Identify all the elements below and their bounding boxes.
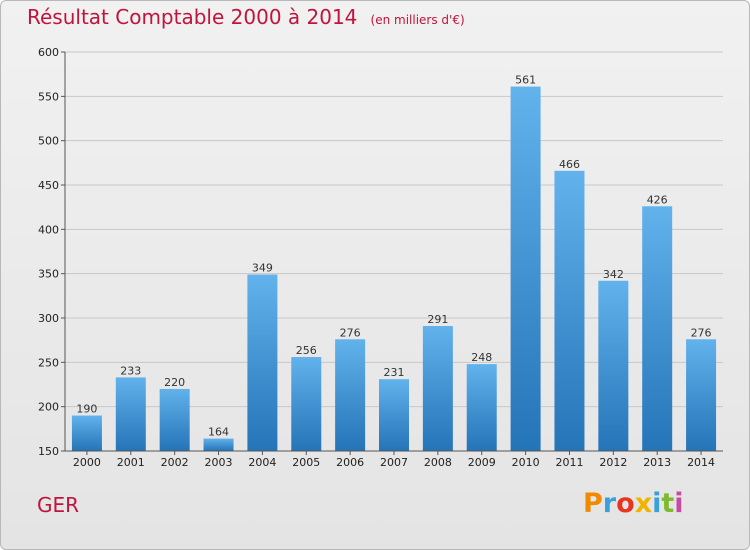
value-label-2009: 248: [471, 351, 492, 364]
bar-2011: [554, 170, 585, 451]
x-tick-label-2003: 2003: [205, 456, 233, 469]
bar-2010: [510, 86, 541, 451]
value-label-2000: 190: [76, 403, 97, 416]
x-tick-label-2002: 2002: [161, 456, 189, 469]
x-tick-label-2000: 2000: [73, 456, 101, 469]
y-tick-label-450: 450: [38, 179, 59, 192]
value-label-2012: 342: [603, 268, 624, 281]
x-tick-label-2014: 2014: [687, 456, 715, 469]
value-label-2005: 256: [296, 344, 317, 357]
y-tick-label-350: 350: [38, 268, 59, 281]
bar-2002: [159, 388, 190, 451]
x-tick-label-2008: 2008: [424, 456, 452, 469]
value-label-2007: 231: [384, 366, 405, 379]
bar-2008: [422, 325, 453, 451]
chart-unit-label: (en milliers d'€): [370, 13, 465, 27]
value-label-2013: 426: [647, 193, 668, 206]
bar-2014: [686, 339, 717, 451]
value-label-2014: 276: [691, 326, 712, 339]
x-tick-label-2001: 2001: [117, 456, 145, 469]
logo-letter-4: i: [652, 488, 662, 519]
bar-2007: [379, 379, 409, 451]
bar-2009: [466, 364, 497, 451]
y-tick-label-550: 550: [38, 90, 59, 103]
bar-2012: [598, 280, 629, 451]
y-axis: 150 200 250 300 350 400 450 500 550 600: [38, 46, 66, 458]
value-label-2010: 561: [515, 74, 536, 87]
chart-title-text: Résultat Comptable 2000 à 2014: [27, 5, 358, 29]
x-tick-label-2006: 2006: [336, 456, 364, 469]
logo-letter-3: x: [634, 488, 653, 519]
x-tick-label-2004: 2004: [248, 456, 276, 469]
value-label-2008: 291: [427, 313, 448, 326]
bar-2006: [335, 339, 366, 451]
value-label-2001: 233: [120, 364, 141, 377]
bar-2005: [291, 357, 322, 451]
logo-letter-6: i: [674, 488, 684, 519]
logo-letter-0: P: [583, 488, 603, 519]
commune-name: GER: [37, 493, 80, 517]
value-label-2002: 220: [164, 376, 185, 389]
y-tick-label-250: 250: [38, 356, 59, 369]
x-tick-label-2009: 2009: [468, 456, 496, 469]
value-label-2003: 164: [208, 426, 229, 439]
x-axis: 2000 2001 2002 2003 2004 2005 2006 2007 2008 2009…: [65, 450, 723, 469]
x-tick-label-2010: 2010: [512, 456, 540, 469]
x-tick-label-2007: 2007: [380, 456, 408, 469]
logo-letter-2: o: [616, 488, 635, 519]
value-label-2011: 466: [559, 158, 580, 171]
x-tick-label-2011: 2011: [555, 456, 583, 469]
y-tick-label-600: 600: [38, 46, 59, 59]
y-tick-label-150: 150: [38, 445, 59, 458]
y-tick-label-500: 500: [38, 135, 59, 148]
logo-letter-1: r: [602, 488, 617, 519]
bar-2004: [247, 274, 278, 451]
y-tick-label-400: 400: [38, 223, 59, 236]
value-label-2006: 276: [340, 326, 361, 339]
logo-letter-5: t: [661, 488, 675, 519]
value-label-2004: 349: [252, 262, 273, 275]
y-tick-label-200: 200: [38, 401, 59, 414]
chart-title: Résultat Comptable 2000 à 2014 (en milli…: [27, 5, 465, 29]
x-tick-label-2005: 2005: [292, 456, 320, 469]
proxiti-logo[interactable]: Proxiti: [583, 488, 684, 519]
y-tick-label-300: 300: [38, 312, 59, 325]
bar-2000: [71, 415, 102, 451]
x-tick-label-2013: 2013: [643, 456, 671, 469]
x-tick-label-2012: 2012: [599, 456, 627, 469]
bar-2013: [642, 206, 673, 451]
bars: 190 233 220 164 349 256 276 231 291 248 561 466 342 4…: [71, 74, 717, 451]
bar-2003: [203, 438, 234, 451]
bar-2001: [115, 377, 146, 451]
